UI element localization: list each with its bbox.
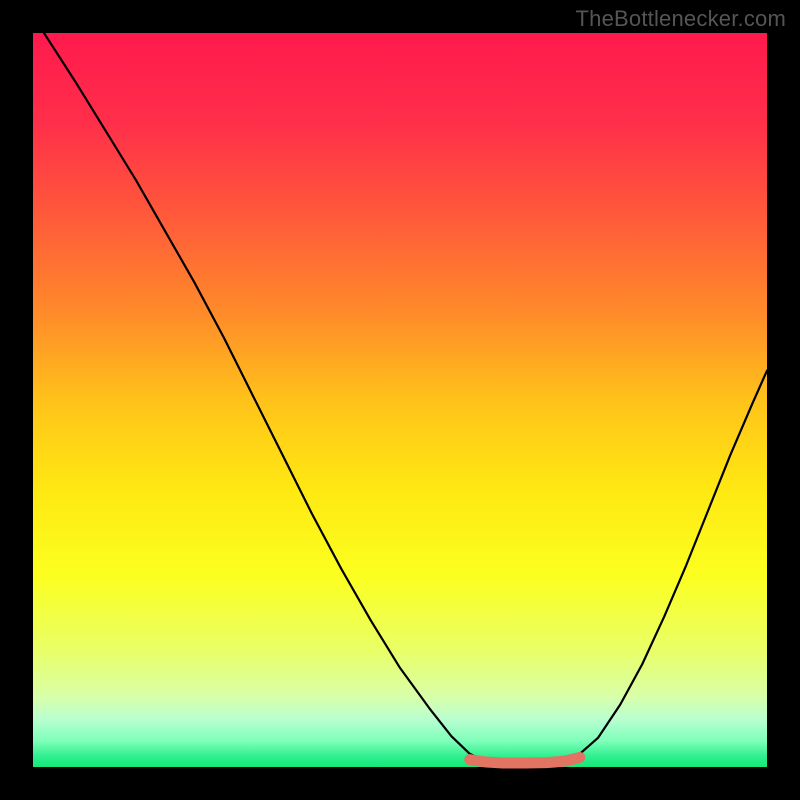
optimal-range-segment bbox=[470, 757, 580, 763]
watermark-text: TheBottlenecker.com bbox=[576, 6, 786, 32]
chart-stage: TheBottlenecker.com bbox=[0, 0, 800, 800]
chart-svg bbox=[0, 0, 800, 800]
plot-background bbox=[33, 33, 767, 767]
